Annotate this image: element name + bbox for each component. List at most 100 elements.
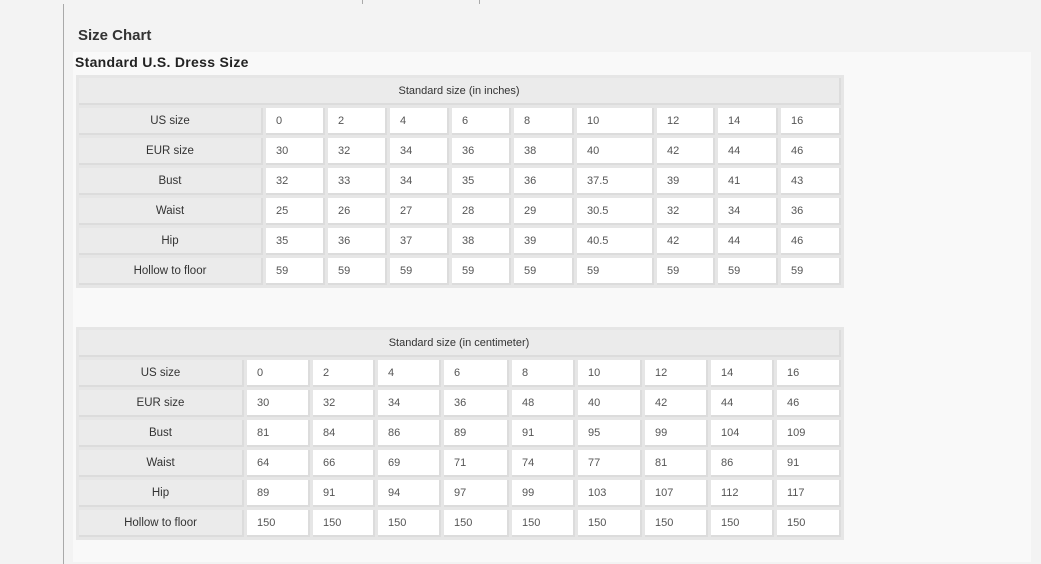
- table-cell: 36: [328, 228, 387, 255]
- table-cell: 59: [452, 258, 511, 285]
- table-caption: Standard size (in centimeter): [79, 330, 841, 357]
- table-cell: 38: [514, 138, 574, 165]
- row-header: US size: [79, 108, 263, 135]
- table-cell: 6: [444, 360, 509, 387]
- table-row: US size 0 2 4 6 8 10 12 14 16: [79, 360, 841, 387]
- table-cell: 94: [378, 480, 441, 507]
- table-cell: 39: [657, 168, 715, 195]
- table-cell: 117: [777, 480, 841, 507]
- table-cell: 40.5: [577, 228, 654, 255]
- table-row: US size 0 2 4 6 8 10 12 14 16: [79, 108, 842, 135]
- table-cell: 150: [313, 510, 375, 537]
- table-cell: 30.5: [577, 198, 654, 225]
- table-cell: 150: [578, 510, 642, 537]
- table-cell: 35: [266, 228, 325, 255]
- table-cell: 30: [247, 390, 310, 417]
- table-cell: 8: [514, 108, 574, 135]
- table-cell: 89: [247, 480, 310, 507]
- table-cell: 66: [313, 450, 375, 477]
- table-cell: 59: [657, 258, 715, 285]
- table-cell: 99: [645, 420, 708, 447]
- table-row: Bust 81 84 86 89 91 95 99 104 109: [79, 420, 841, 447]
- table-cell: 12: [657, 108, 715, 135]
- table-cell: 150: [645, 510, 708, 537]
- table-cell: 40: [577, 138, 654, 165]
- table-cell: 34: [390, 168, 449, 195]
- table-cell: 37: [390, 228, 449, 255]
- table-cell: 150: [378, 510, 441, 537]
- table-cell: 40: [578, 390, 642, 417]
- table-cell: 34: [718, 198, 778, 225]
- table-cell: 36: [514, 168, 574, 195]
- row-header: EUR size: [79, 138, 263, 165]
- table-cell: 69: [378, 450, 441, 477]
- table-cell: 81: [645, 450, 708, 477]
- table-cell: 2: [328, 108, 387, 135]
- tab[interactable]: [362, 0, 480, 4]
- row-header: Bust: [79, 420, 244, 447]
- table-cell: 44: [711, 390, 774, 417]
- table-cell: 42: [657, 228, 715, 255]
- table-cell: 77: [578, 450, 642, 477]
- table-cell: 59: [390, 258, 449, 285]
- table-cell: 91: [512, 420, 575, 447]
- size-table-centimeter: Standard size (in centimeter) US size 0 2 4 6…: [76, 327, 844, 540]
- table-cell: 112: [711, 480, 774, 507]
- table-cell: 81: [247, 420, 310, 447]
- table-cell: 59: [514, 258, 574, 285]
- table-cell: 150: [512, 510, 575, 537]
- table-cell: 0: [266, 108, 325, 135]
- table-cell: 36: [781, 198, 842, 225]
- table-cell: 150: [711, 510, 774, 537]
- table-cell: 34: [378, 390, 441, 417]
- table-cell: 32: [313, 390, 375, 417]
- row-header: EUR size: [79, 390, 244, 417]
- table-cell: 150: [444, 510, 509, 537]
- table-cell: 59: [781, 258, 842, 285]
- table-caption-row: Standard size (in centimeter): [79, 330, 841, 357]
- row-header: Bust: [79, 168, 263, 195]
- table-row: Waist 25 26 27 28 29 30.5 32 34 36: [79, 198, 842, 225]
- table-cell: 44: [718, 228, 778, 255]
- row-header: US size: [79, 360, 244, 387]
- table-cell: 71: [444, 450, 509, 477]
- row-header: Waist: [79, 198, 263, 225]
- table-cell: 64: [247, 450, 310, 477]
- table-cell: 104: [711, 420, 774, 447]
- table-cell: 59: [718, 258, 778, 285]
- table-row: EUR size 30 32 34 36 38 40 42 44 46: [79, 138, 842, 165]
- table-cell: 10: [577, 108, 654, 135]
- table-cell: 86: [711, 450, 774, 477]
- table-cell: 14: [711, 360, 774, 387]
- table-row: Waist 64 66 69 71 74 77 81 86 91: [79, 450, 841, 477]
- table-cell: 14: [718, 108, 778, 135]
- table-cell: 28: [452, 198, 511, 225]
- table-cell: 42: [645, 390, 708, 417]
- table-cell: 107: [645, 480, 708, 507]
- table-cell: 39: [514, 228, 574, 255]
- row-header: Hollow to floor: [79, 510, 244, 537]
- table-cell: 150: [777, 510, 841, 537]
- table-cell: 26: [328, 198, 387, 225]
- table-cell: 103: [578, 480, 642, 507]
- table-cell: 99: [512, 480, 575, 507]
- table-cell: 16: [781, 108, 842, 135]
- table-caption: Standard size (in inches): [79, 78, 842, 105]
- table-cell: 91: [777, 450, 841, 477]
- table-row: Hollow to floor 59 59 59 59 59 59 59 59 59: [79, 258, 842, 285]
- row-header: Hollow to floor: [79, 258, 263, 285]
- table-cell: 4: [390, 108, 449, 135]
- table-cell: 84: [313, 420, 375, 447]
- table-cell: 27: [390, 198, 449, 225]
- table-cell: 32: [266, 168, 325, 195]
- table-row: Bust 32 33 34 35 36 37.5 39 41 43: [79, 168, 842, 195]
- table-cell: 36: [444, 390, 509, 417]
- table-cell: 42: [657, 138, 715, 165]
- table-cell: 37.5: [577, 168, 654, 195]
- table-cell: 2: [313, 360, 375, 387]
- table-row: Hip 35 36 37 38 39 40.5 42 44 46: [79, 228, 842, 255]
- table-cell: 12: [645, 360, 708, 387]
- table-cell: 86: [378, 420, 441, 447]
- table-cell: 41: [718, 168, 778, 195]
- table-cell: 36: [452, 138, 511, 165]
